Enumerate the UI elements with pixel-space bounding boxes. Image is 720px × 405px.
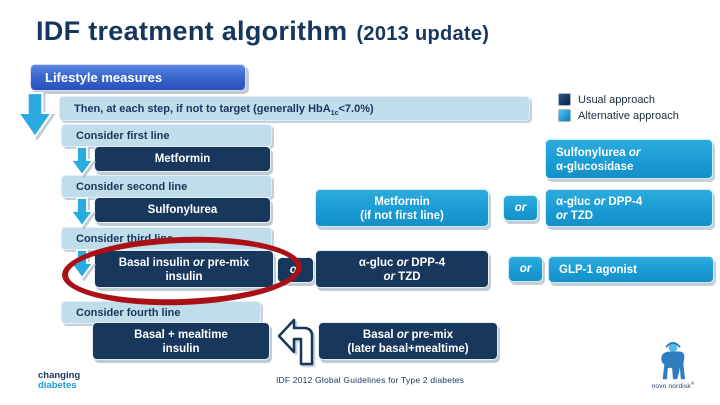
sulfonylurea-box: Sulfonylurea — [94, 197, 271, 223]
alt4-line2: (later basal+mealtime) — [347, 343, 469, 355]
legend-usual-row: Usual approach — [558, 93, 655, 106]
metformin-if-not-first-line-box: Metformin (if not first line) — [315, 189, 489, 227]
consider-third-line-box: Consider third line — [61, 227, 272, 250]
alt2-line1: α-gluc or DPP-4 — [556, 196, 643, 208]
agluc-dpp4-tzd-alt-box: α-gluc or DPP-4 or TZD — [545, 189, 713, 227]
metformin-label: Metformin — [154, 153, 211, 165]
lifestyle-measures-label: Lifestyle measures — [45, 70, 163, 85]
down-arrow-icon — [70, 249, 94, 279]
or-connector-box: or — [503, 195, 538, 221]
step-note-box: Then, at each step, if not to target (ge… — [59, 96, 530, 121]
or-label: or — [514, 202, 527, 214]
basal-premix-later-box: Basal or pre-mix (later basal+mealtime) — [318, 322, 498, 360]
step-note-target: <7.0%) — [338, 103, 374, 115]
alt2-line2: or TZD — [556, 210, 594, 222]
sulfonylurea-aglucosidase-alt-box: Sulfonylurea or α-glucosidase — [545, 139, 713, 179]
basal-mealtime-insulin-box: Basal + mealtime insulin — [92, 322, 270, 360]
down-arrow-icon — [70, 146, 94, 176]
consider-second-line-label: Consider second line — [76, 181, 188, 193]
glp1-agonist-label: GLP-1 agonist — [559, 264, 637, 276]
alt4-line1: Basal or pre-mix — [362, 329, 454, 341]
hba1c-subscript: 1c — [330, 110, 339, 118]
mid2-line1: Metformin — [374, 196, 430, 208]
or-connector-small-box: or — [277, 257, 314, 283]
mid3-line1: α-gluc or DPP-4 — [358, 257, 446, 269]
page-title: IDF treatment algorithm (2013 update) — [36, 16, 489, 47]
changing-diabetes-line2: diabetes — [38, 379, 77, 391]
metformin-box: Metformin — [94, 146, 271, 172]
consider-second-line-box: Consider second line — [61, 175, 272, 198]
usual-approach-label: Usual approach — [578, 93, 656, 106]
lifestyle-measures-box: Lifestyle measures — [30, 64, 246, 91]
legend-alternative-row: Alternative approach — [558, 109, 679, 122]
novo-nordisk-bull-icon — [661, 342, 686, 380]
footer-citation: IDF 2012 Global Guidelines for Type 2 di… — [275, 375, 465, 385]
usual3-line1: Basal insulin or pre-mix — [118, 257, 250, 269]
mid2-line2: (if not first line) — [360, 210, 444, 222]
return-arrow-icon — [277, 318, 314, 366]
usual3-line2: insulin — [165, 271, 203, 283]
consider-fourth-line-label: Consider fourth line — [76, 307, 181, 319]
mid3-line2: or TZD — [383, 271, 421, 283]
changing-diabetes-logo: changing diabetes — [38, 371, 80, 390]
novo-nordisk-text: novo nordisk — [651, 383, 691, 391]
or-label: or — [519, 263, 532, 275]
usual-approach-swatch — [558, 93, 571, 106]
page-title-main: IDF treatment algorithm — [36, 16, 348, 46]
page-title-suffix: (2013 update) — [356, 23, 490, 45]
sulfonylurea-label: Sulfonylurea — [147, 204, 218, 216]
basal-insulin-premix-box: Basal insulin or pre-mix insulin — [94, 250, 274, 288]
or-connector-box: or — [508, 256, 543, 282]
agluc-dpp4-tzd-mid-box: α-gluc or DPP-4 or TZD — [315, 250, 489, 288]
changing-diabetes-line1: changing — [38, 370, 81, 381]
alt1-line2: α-glucosidase — [556, 161, 634, 173]
alt1-line1: Sulfonylurea or — [556, 147, 641, 159]
alternative-approach-swatch — [558, 109, 571, 122]
usual4-line2: insulin — [162, 343, 200, 355]
consider-third-line-label: Consider third line — [76, 233, 174, 245]
glp1-agonist-box: GLP-1 agonist — [548, 256, 714, 283]
usual4-line1: Basal + mealtime — [134, 329, 228, 341]
novo-nordisk-wordmark: novo nordisk® — [638, 381, 708, 390]
down-arrow-icon — [70, 197, 94, 227]
big-down-arrow-icon — [17, 92, 53, 138]
consider-first-line-box: Consider first line — [61, 124, 272, 147]
or-label: or — [289, 264, 302, 276]
novo-nordisk-reg-mark: ® — [690, 381, 695, 386]
alternative-approach-label: Alternative approach — [578, 109, 679, 122]
step-note-text: Then, at each step, if not to target (ge… — [74, 103, 331, 115]
consider-first-line-label: Consider first line — [76, 130, 170, 142]
